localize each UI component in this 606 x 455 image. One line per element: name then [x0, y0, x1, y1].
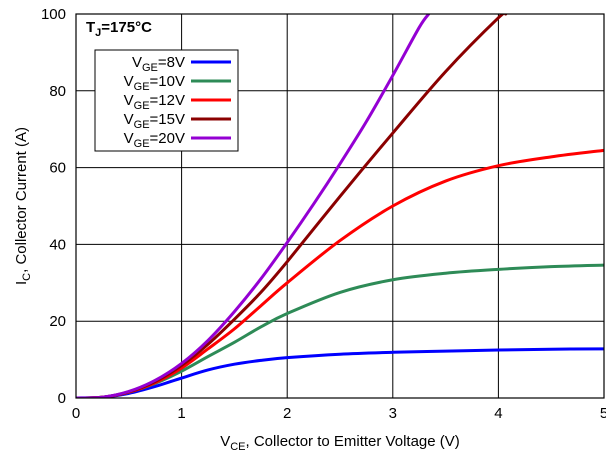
- x-tick-label: 0: [72, 405, 80, 422]
- x-axis-label: VCE, Collector to Emitter Voltage (V): [220, 433, 460, 453]
- x-tick-label: 1: [177, 405, 185, 422]
- plot-frame: [75, 13, 605, 399]
- series-line-ge10v: [76, 263, 604, 398]
- legend-entry-label: VGE=15V: [124, 111, 185, 131]
- y-tick-label: 80: [49, 83, 66, 100]
- y-tick-label: 40: [49, 236, 66, 253]
- x-tick-label: 2: [283, 405, 291, 422]
- series-line-ge20v: [76, 14, 431, 398]
- x-tick-label: 3: [389, 405, 397, 422]
- legend-entry-label: VGE=10V: [124, 73, 185, 93]
- x-tick-label: 5: [600, 405, 606, 422]
- legend-entry-label: VGE=8V: [132, 54, 185, 74]
- y-tick-label: 100: [41, 6, 66, 23]
- legend-entry-label: VGE=12V: [124, 92, 185, 112]
- y-tick-label: 60: [49, 160, 66, 177]
- junction-temp-annotation: TJ=175°C: [86, 19, 152, 39]
- y-tick-label: 0: [58, 390, 66, 407]
- tick-labels: 0 1 2 3 4 5 0 20 40 60 80 100: [41, 6, 606, 422]
- series-lines: [76, 14, 604, 398]
- series-line-ge12v: [76, 148, 604, 398]
- legend-entry-label: VGE=20V: [124, 130, 185, 150]
- series-line-ge8v: [76, 347, 604, 398]
- y-axis-label: IC, Collector Current (A): [13, 127, 33, 285]
- y-tick-label: 20: [49, 313, 66, 330]
- x-tick-label: 4: [494, 405, 502, 422]
